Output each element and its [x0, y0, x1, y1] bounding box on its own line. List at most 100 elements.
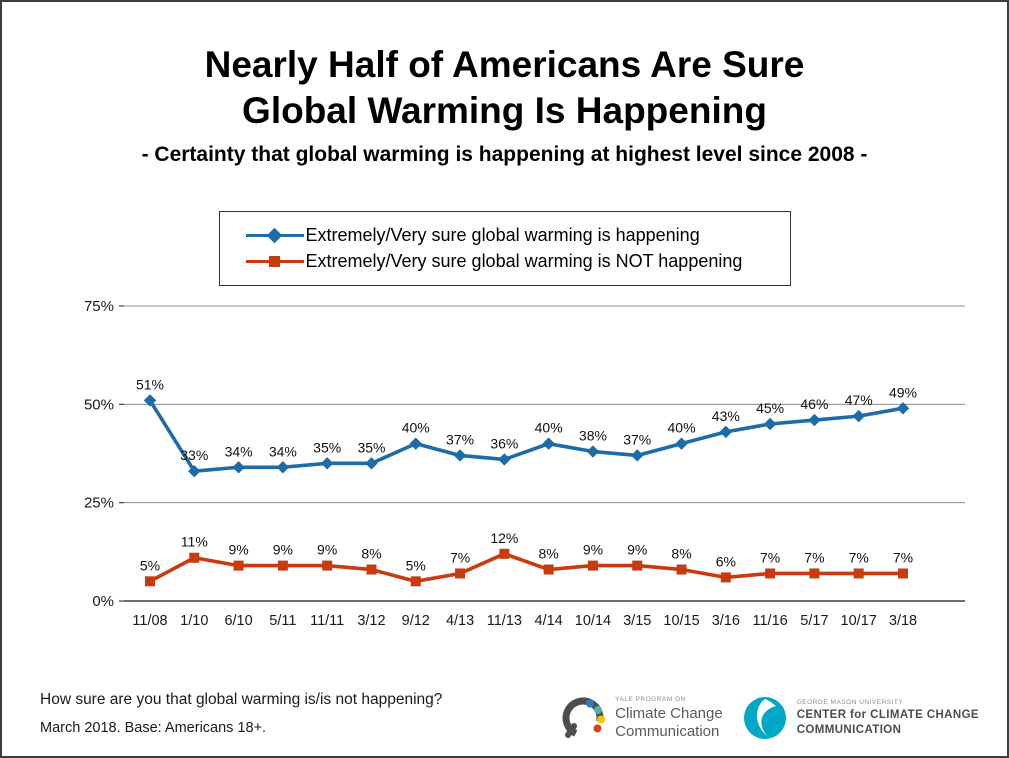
gmu-university-label: GEORGE MASON UNIVERSITY — [796, 698, 904, 706]
data-label: 40% — [535, 419, 563, 435]
data-point-square — [720, 571, 731, 582]
series-line — [148, 398, 904, 473]
data-point-diamond — [232, 460, 245, 473]
data-label: 7% — [849, 549, 869, 565]
y-tick-label: 0% — [92, 593, 114, 610]
yale-logo-text: YALE PROGRAM ON Climate Change Communica… — [615, 696, 723, 740]
diamond-marker-icon — [266, 227, 282, 243]
legend-label-not-happening: Extremely/Very sure global warming is NO… — [305, 250, 743, 271]
data-label: 6% — [716, 553, 736, 569]
data-label: 7% — [450, 549, 470, 565]
data-label: 9% — [583, 541, 603, 557]
data-point-square — [543, 564, 554, 575]
data-point-square — [277, 560, 288, 571]
data-label: 8% — [539, 545, 559, 561]
data-point-diamond — [276, 460, 290, 473]
y-tick-label: 75% — [84, 298, 114, 315]
data-label: 11% — [181, 533, 208, 549]
data-label: 47% — [845, 392, 873, 408]
yale-logo-group: YALE PROGRAM ON Climate Change Communica… — [559, 694, 723, 742]
data-label: 33% — [180, 447, 208, 463]
data-label: 37% — [623, 431, 651, 447]
chart-title: Nearly Half of Americans Are Sure Global… — [2, 42, 1007, 135]
x-tick-label: 5/11 — [269, 613, 296, 629]
data-label: 46% — [800, 396, 828, 412]
gmu-logo-group: GEORGE MASON UNIVERSITY CENTER for CLIMA… — [741, 694, 979, 742]
data-point-diamond — [586, 444, 600, 458]
survey-base: March 2018. Base: Americans 18+. — [40, 720, 267, 736]
data-point-diamond — [409, 436, 422, 450]
x-tick-label: 10/17 — [841, 613, 877, 629]
x-tick-label: 11/11 — [310, 613, 344, 629]
gmu-logo-line1: CENTER for CLIMATE CHANGE — [796, 708, 979, 721]
legend-label-happening: Extremely/Very sure global warming is ha… — [305, 224, 700, 245]
data-point-square — [145, 575, 155, 586]
x-tick-label: 3/12 — [357, 613, 385, 629]
data-label: 9% — [228, 541, 248, 557]
y-tick-label: 25% — [84, 494, 114, 511]
data-label: 5% — [406, 557, 426, 573]
legend-item-not-happening: Extremely/Very sure global warming is NO… — [245, 250, 790, 272]
yale-cccc-logo-icon — [562, 697, 606, 739]
x-tick-label: 11/13 — [487, 613, 522, 629]
x-tick-label: 3/18 — [889, 613, 917, 629]
data-label: 9% — [317, 541, 337, 557]
data-label: 45% — [756, 400, 784, 416]
yale-logo-line1: Climate Change — [615, 705, 723, 723]
chart-subtitle: - Certainty that global warming is happe… — [141, 142, 868, 166]
data-label: 9% — [627, 541, 647, 557]
data-point-square — [853, 567, 864, 578]
x-tick-label: 9/12 — [402, 613, 430, 629]
data-label: 43% — [712, 407, 740, 423]
data-label: 40% — [668, 419, 696, 435]
data-point-square — [322, 560, 333, 571]
data-label: 8% — [361, 545, 381, 561]
x-tick-label: 4/13 — [446, 613, 474, 629]
x-tick-label: 3/16 — [712, 613, 740, 629]
data-point-diamond — [808, 413, 821, 426]
data-point-square — [189, 552, 200, 563]
gmu-4c-logo-icon — [743, 697, 786, 739]
data-point-diamond — [719, 425, 733, 438]
yale-logo-line2: Communication — [615, 722, 720, 740]
data-label: 7% — [804, 549, 824, 565]
data-point-diamond — [763, 417, 777, 430]
data-point-diamond — [896, 401, 910, 414]
data-point-diamond — [675, 436, 688, 450]
x-tick-label: 11/08 — [132, 613, 167, 629]
data-point-diamond — [542, 436, 555, 450]
data-point-diamond — [498, 452, 511, 466]
x-tick-label: 4/14 — [535, 613, 563, 629]
x-tick-label: 10/15 — [663, 613, 699, 629]
data-point-square — [499, 548, 510, 559]
footer-logos: YALE PROGRAM ON Climate Change Communica… — [559, 694, 979, 742]
data-point-diamond — [453, 448, 467, 462]
data-point-square — [809, 567, 820, 578]
line-square-marker-icon — [245, 254, 304, 268]
data-point-diamond — [852, 409, 865, 422]
data-label: 38% — [579, 427, 607, 443]
legend-item-happening: Extremely/Very sure global warming is ha… — [245, 224, 790, 246]
data-label: 35% — [313, 439, 341, 455]
data-point-square — [366, 564, 377, 575]
data-label: 40% — [402, 419, 430, 435]
data-label: 5% — [140, 557, 160, 573]
yale-program-label: YALE PROGRAM ON — [615, 696, 686, 704]
x-tick-label: 6/10 — [224, 613, 252, 629]
data-point-diamond — [143, 393, 157, 407]
data-label: 51% — [136, 376, 164, 392]
square-marker-icon — [268, 255, 280, 267]
data-label: 12% — [490, 529, 518, 545]
data-point-diamond — [320, 456, 334, 470]
data-point-square — [898, 567, 908, 578]
data-label: 49% — [889, 384, 917, 400]
footer-notes: How sure are you that global warming is/… — [40, 691, 442, 736]
y-tick-label: 50% — [84, 396, 114, 413]
data-point-square — [410, 575, 421, 586]
data-point-square — [587, 560, 598, 571]
gmu-logo-text: GEORGE MASON UNIVERSITY CENTER for CLIMA… — [797, 699, 979, 738]
x-tick-label: 1/10 — [180, 613, 208, 629]
data-point-square — [676, 564, 687, 575]
data-point-square — [765, 567, 776, 578]
